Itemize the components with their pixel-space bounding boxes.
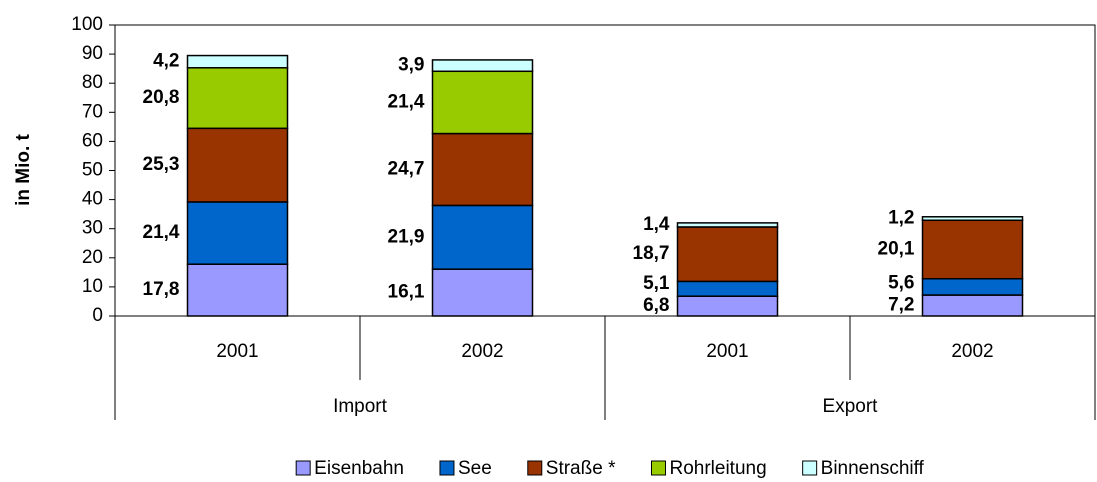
y-axis-title: in Mio. t	[13, 133, 34, 205]
bar-segment	[921, 219, 1024, 280]
data-label: 5,6	[888, 273, 914, 294]
group-label: Import	[333, 396, 388, 417]
bar-segment	[921, 216, 1024, 222]
y-tick-label: 20	[82, 247, 103, 268]
legend-swatch	[650, 460, 666, 476]
data-label: 17,8	[143, 279, 180, 300]
bar-segment	[676, 280, 779, 297]
data-label: 21,4	[388, 91, 425, 112]
legend-swatch	[439, 460, 455, 476]
legend-label: Binnenschiff	[821, 458, 925, 479]
data-label: 7,2	[888, 295, 914, 316]
bar-segment	[186, 201, 289, 265]
data-label: 18,7	[633, 243, 670, 264]
y-tick-label: 30	[82, 218, 103, 239]
bar-segment	[676, 295, 779, 317]
data-label: 20,1	[878, 239, 915, 260]
data-label: 3,9	[398, 55, 424, 76]
legend-swatch	[802, 460, 818, 476]
legend-label: Straße *	[546, 458, 616, 479]
x-tick-label: 2001	[216, 341, 258, 362]
legend-label: Eisenbahn	[314, 458, 404, 479]
bar-segment	[921, 294, 1024, 317]
bar-segment	[186, 127, 289, 203]
bar-segment	[431, 268, 534, 317]
x-tick-label: 2002	[951, 341, 993, 362]
legend-label: See	[458, 458, 492, 479]
bar-segment	[186, 67, 289, 130]
bar-segment	[186, 263, 289, 317]
x-tick-label: 2001	[706, 341, 748, 362]
data-label: 6,8	[643, 295, 669, 316]
y-tick-label: 50	[82, 160, 103, 181]
y-tick-label: 10	[82, 276, 103, 297]
bar-segment	[676, 222, 779, 228]
data-label: 21,9	[388, 226, 425, 247]
legend-swatch	[295, 460, 311, 476]
y-tick-label: 70	[82, 101, 103, 122]
data-label: 24,7	[388, 158, 425, 179]
y-tick-label: 100	[71, 14, 103, 35]
bar-segment	[431, 70, 534, 135]
y-tick-label: 40	[82, 189, 103, 210]
y-tick-label: 80	[82, 72, 103, 93]
bar-segment	[431, 132, 534, 207]
data-label: 5,1	[643, 273, 670, 294]
bar-segment	[921, 278, 1024, 296]
x-tick-label: 2002	[461, 341, 503, 362]
bar-segment	[676, 226, 779, 283]
y-tick-label: 60	[82, 130, 103, 151]
data-label: 1,2	[888, 208, 914, 229]
data-label: 1,4	[643, 214, 670, 235]
group-label: Export	[823, 396, 879, 417]
data-label: 20,8	[143, 87, 180, 108]
data-label: 25,3	[143, 154, 180, 175]
legend-swatch	[527, 460, 543, 476]
bar-segment	[186, 54, 289, 69]
data-label: 16,1	[388, 282, 425, 303]
y-tick-label: 90	[82, 43, 103, 64]
bar-segment	[431, 59, 534, 73]
data-label: 4,2	[153, 51, 179, 72]
data-label: 21,4	[143, 222, 180, 243]
bar-segment	[431, 204, 534, 270]
legend-label: Rohrleitung	[669, 458, 766, 479]
y-tick-label: 0	[92, 305, 103, 326]
